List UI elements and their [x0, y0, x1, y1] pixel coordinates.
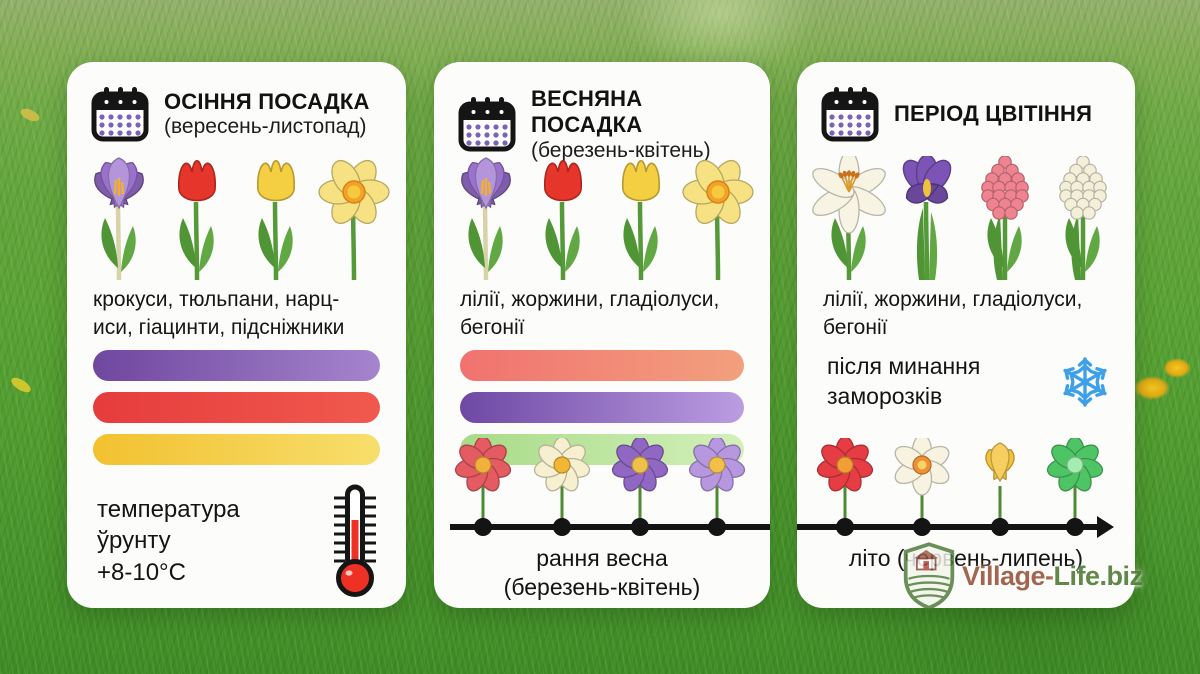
card-header: ПЕРІОД ЦВІТІННЯ [821, 86, 1121, 142]
fallen-leaf [9, 374, 33, 396]
bloom-timeline: рання весна (березень-квітень) [434, 438, 770, 608]
plants-list: лілії, жоржини, гладіолуси, бегонії [823, 288, 1083, 339]
planting-period-bar [93, 434, 380, 465]
timeline-flower [1045, 438, 1105, 536]
card-header: ОСІННЯ ПОСАДКА (вересень-листопад) [91, 86, 392, 142]
timeline-flower [687, 438, 747, 536]
card-title: ПЕРІОД ЦВІТІННЯ [894, 100, 1093, 126]
flower-illustrations [448, 154, 756, 288]
watermark: Village-Life.biz [901, 541, 1143, 611]
frost-note-text: після минання заморозків [827, 353, 981, 409]
color-bars [460, 350, 744, 476]
plants-list: лілії, жоржини, гладіолуси, бегонії [460, 288, 720, 339]
frost-note-row: після минання заморозків [827, 352, 1111, 412]
card-title: ВЕСНЯНА ПОСАДКА [531, 86, 643, 138]
planting-period-bar [460, 392, 744, 423]
card-spring-planting: ВЕСНЯНА ПОСАДКА (березень-квітень) лілії… [434, 62, 770, 608]
timeline-flower [892, 438, 952, 536]
timeline-flower [610, 438, 670, 536]
soil-temperature-row: температура ўрунту +8-10°C [97, 482, 384, 600]
thermometer-icon [326, 482, 384, 600]
calendar-icon [821, 86, 879, 142]
card-header: ВЕСНЯНА ПОСАДКА (березень-квітень) [458, 86, 756, 163]
card-flowering-period: ПЕРІОД ЦВІТІННЯ лілії, жоржини, гладіолу… [797, 62, 1135, 608]
timeline-flower [970, 438, 1030, 536]
snowflake-icon [1059, 356, 1111, 408]
card-autumn-planting: ОСІННЯ ПОСАДКА (вересень-листопад) кроку… [67, 62, 406, 608]
planting-period-bar [93, 392, 380, 423]
village-life-logo-icon [901, 541, 957, 611]
card-title: ОСІННЯ ПОСАДКА [164, 88, 370, 114]
timeline-line-arrow [797, 516, 1114, 538]
color-bars [93, 350, 380, 476]
timeline-flower [815, 438, 875, 536]
calendar-icon [91, 86, 149, 142]
flower-illustrations [811, 154, 1121, 288]
planting-period-bar [460, 350, 744, 381]
timeline-caption: рання весна (березень-квітень) [503, 545, 701, 600]
card-subtitle: (березень-квітень) [531, 138, 711, 162]
fallen-leaf [18, 106, 42, 124]
dandelion-flower [1134, 376, 1170, 400]
planting-period-bar [93, 350, 380, 381]
card-subtitle: (вересень-листопад) [164, 115, 367, 139]
timeline-flower [453, 438, 513, 536]
calendar-icon [458, 96, 516, 152]
watermark-text: Village-Life.biz [962, 560, 1143, 591]
flower-illustrations [81, 154, 392, 288]
plants-list: крокуси, тюльпани, нарц- иси, гіацинти, … [93, 288, 345, 339]
soil-temperature-text: температура ўрунту +8-10°C [97, 496, 240, 586]
dandelion-flower [1163, 358, 1191, 378]
timeline-line [450, 524, 770, 530]
timeline-flower [532, 438, 592, 536]
